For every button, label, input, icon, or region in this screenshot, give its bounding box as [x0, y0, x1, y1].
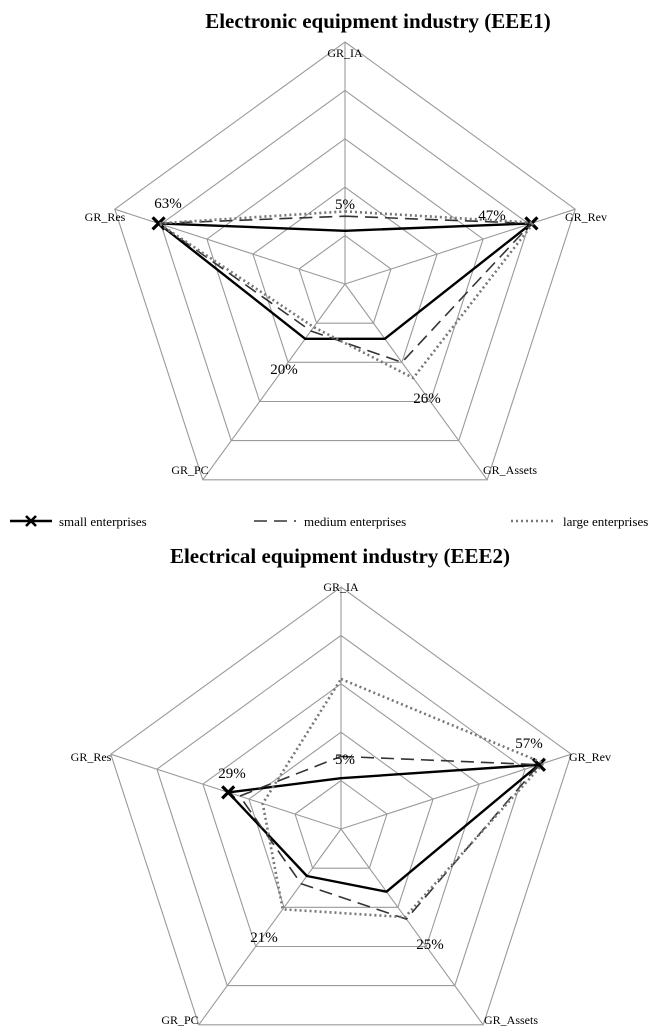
axis-label-gr-rev: GR_Rev: [565, 210, 607, 224]
radar-chart-eee2: Electrical equipment industry (EEE2) GR_…: [71, 544, 611, 1027]
value-label: 63%: [154, 196, 182, 212]
axis-label-gr-res: GR_Res: [85, 210, 126, 224]
grid-ring: [202, 683, 480, 948]
x-marker: [151, 216, 166, 231]
grid-ring: [298, 234, 392, 324]
legend-label: small enterprises: [59, 514, 147, 529]
value-label: 25%: [416, 937, 444, 953]
chart-title: Electrical equipment industry (EEE2): [170, 544, 510, 568]
axis-spoke: [114, 208, 346, 285]
grid-ring: [110, 586, 572, 1026]
value-label: 29%: [218, 766, 246, 782]
legend-label: large enterprises: [563, 514, 648, 529]
axis-label-gr-pc: GR_PC: [171, 463, 208, 477]
value-label: 20%: [270, 362, 298, 378]
legend-item-small: small enterprises: [10, 514, 147, 529]
series-large: [157, 210, 536, 380]
series-medium: [238, 755, 540, 920]
axis-label-gr-res: GR_Res: [71, 750, 112, 764]
axis-spoke: [202, 283, 346, 481]
grid-ring: [160, 89, 530, 442]
value-label: 47%: [478, 208, 506, 224]
grid-ring: [114, 41, 576, 481]
axis-spoke: [340, 828, 484, 1026]
axis-label-gr-assets: GR_Assets: [484, 1013, 538, 1027]
chart-title: Electronic equipment industry (EEE1): [205, 9, 551, 33]
axis-label-gr-rev: GR_Rev: [569, 750, 611, 764]
series-large: [261, 677, 545, 919]
value-label: 57%: [515, 736, 543, 752]
axis-spoke: [198, 828, 342, 1026]
axis-label-gr-assets: GR_Assets: [483, 463, 537, 477]
grid-ring: [294, 779, 388, 869]
x-marker-icon: [25, 515, 37, 527]
axis-spoke: [340, 753, 572, 830]
axis-label-gr-ia: GR_IA: [327, 46, 363, 60]
value-label: 21%: [250, 930, 278, 946]
grid-ring: [206, 138, 484, 403]
axis-label-gr-pc: GR_PC: [161, 1013, 198, 1027]
value-label: 5%: [335, 752, 355, 768]
legend-item-medium: medium enterprises: [254, 514, 406, 529]
series-small: [226, 763, 541, 893]
axis-spoke: [344, 208, 576, 285]
legend: small enterprises medium enterprises lar…: [10, 514, 648, 529]
legend-item-large: large enterprises: [511, 514, 648, 529]
grid-ring: [252, 186, 438, 363]
value-label: 5%: [335, 197, 355, 213]
x-marker: [221, 785, 236, 800]
axis-label-gr-ia: GR_IA: [323, 580, 359, 594]
grid-ring: [156, 634, 526, 987]
radar-chart-eee1: Electronic equipment industry (EEE1) GR_…: [85, 9, 607, 481]
axis-spoke: [344, 283, 488, 481]
series-small: [157, 222, 533, 340]
legend-label: medium enterprises: [304, 514, 406, 529]
value-label: 26%: [413, 391, 441, 407]
